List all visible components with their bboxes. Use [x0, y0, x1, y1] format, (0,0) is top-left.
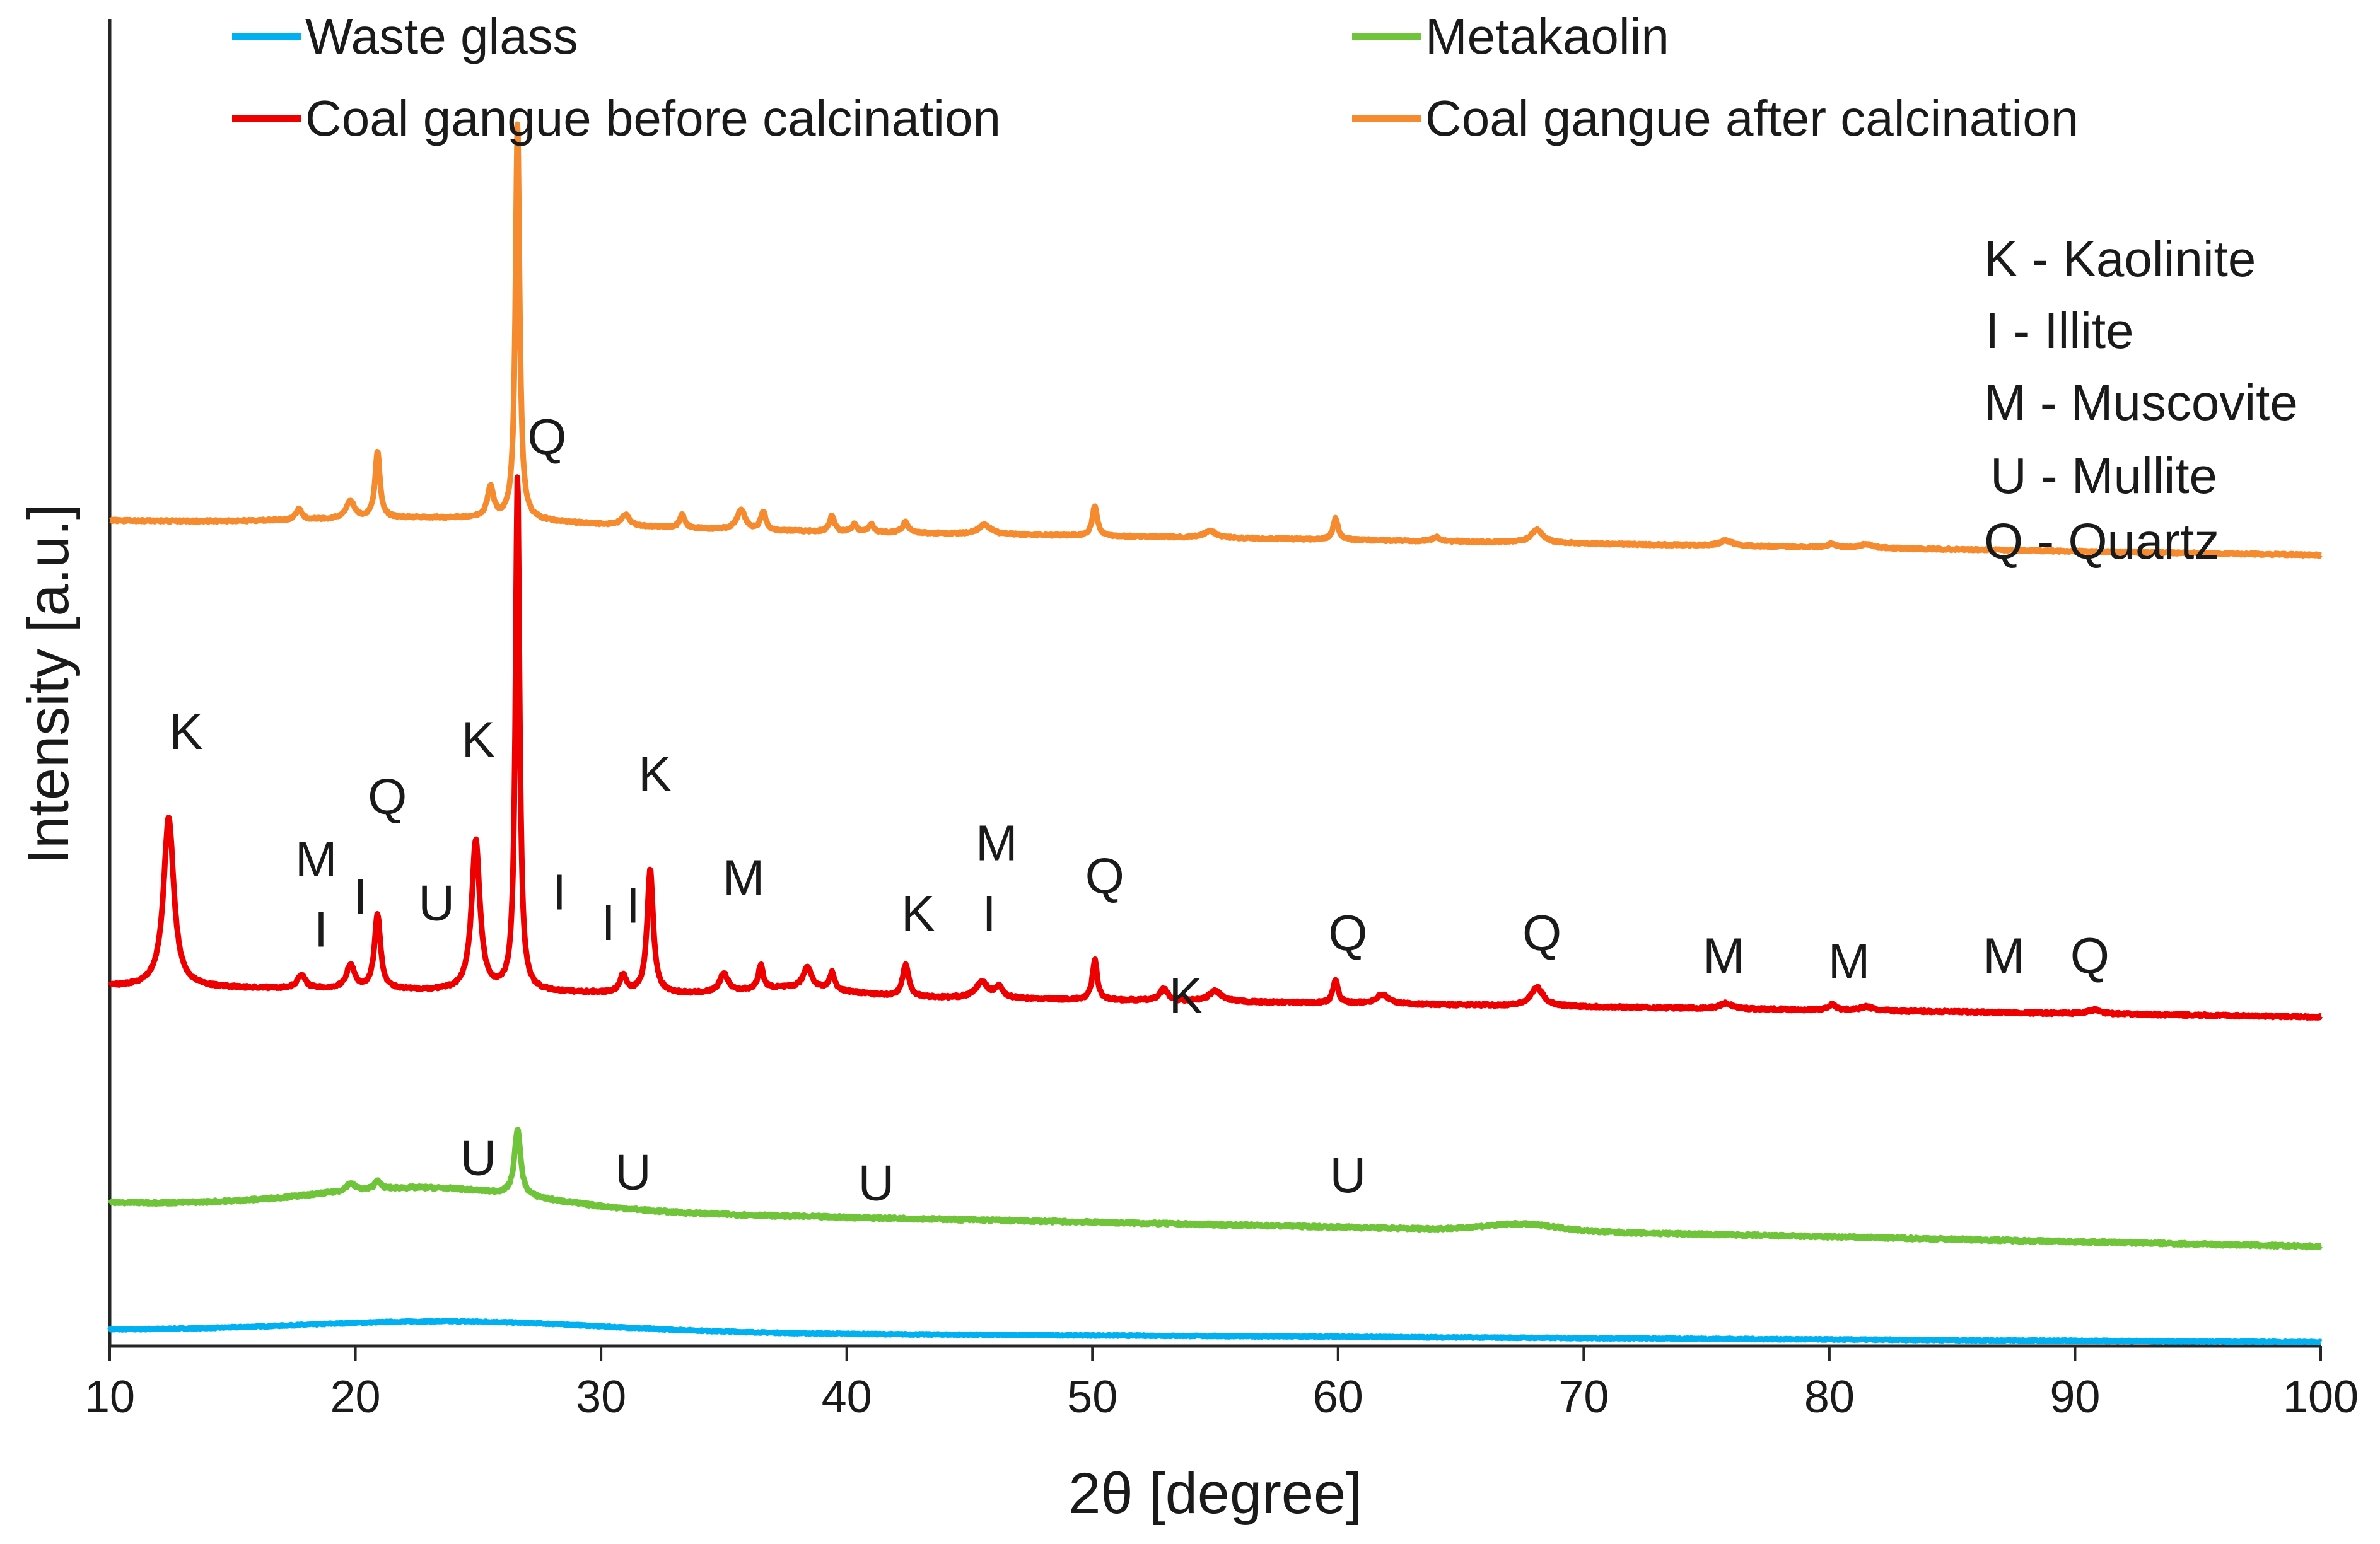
x-tick-label: 60	[1313, 1372, 1363, 1422]
peak-label: Q	[368, 769, 407, 825]
x-tick-label: 70	[1558, 1372, 1609, 1422]
legend-label: Metakaolin	[1425, 8, 1669, 64]
peak-label: K	[901, 885, 935, 941]
peak-label: K	[169, 704, 202, 760]
x-tick-label: 50	[1067, 1372, 1117, 1422]
y-axis-label: Intensity [a.u.]	[16, 504, 81, 865]
peak-label: M	[1983, 927, 2025, 984]
x-axis-label: 2θ [degree]	[1068, 1461, 1362, 1526]
peak-label: I	[626, 878, 640, 934]
x-tick-label: 80	[1804, 1372, 1855, 1422]
series-layer	[107, 121, 2323, 1346]
peak-label: M	[1703, 927, 1745, 984]
x-tick-label: 40	[822, 1372, 872, 1422]
peak-label: I	[314, 901, 328, 957]
phase-key-item: U - Mullite	[1990, 448, 2217, 504]
phase-key-item: K - Kaolinite	[1984, 231, 2256, 287]
peak-label: M	[295, 831, 337, 887]
x-tick-label: 30	[576, 1372, 626, 1422]
peak-label: U	[418, 874, 455, 931]
peak-label: K	[1169, 968, 1203, 1024]
x-tick-label: 10	[85, 1372, 135, 1422]
x-tick-label: 90	[2050, 1372, 2100, 1422]
peak-label: K	[638, 746, 672, 802]
legend-label: Waste glass	[305, 8, 578, 64]
peak-label: I	[982, 885, 996, 941]
peak-label: K	[462, 711, 495, 767]
axes: 10 20 30 40 50 60 70 80 90 100	[85, 19, 2359, 1422]
phase-key-item: I - Illite	[1985, 303, 2134, 359]
legend-label: Coal gangue after calcination	[1425, 90, 2079, 146]
peak-label: M	[1828, 933, 1870, 989]
peak-label: I	[353, 868, 367, 924]
peak-label: Q	[1328, 905, 1367, 961]
phase-key-item: M - Muscovite	[1984, 374, 2298, 431]
series-line	[107, 1318, 2323, 1346]
peak-label: U	[858, 1154, 895, 1210]
peak-label: I	[552, 864, 566, 920]
peak-label: I	[602, 895, 615, 951]
legend: Waste glass Metakaolin Coal gangue before …	[232, 8, 2079, 146]
x-tick-label: 100	[2283, 1372, 2359, 1422]
peak-label: U	[1329, 1147, 1366, 1203]
peak-label: M	[976, 815, 1018, 871]
x-ticks	[108, 1346, 2322, 1361]
peak-label: Q	[1085, 848, 1124, 904]
legend-label: Coal gangue before calcination	[305, 90, 1001, 146]
series-line	[107, 121, 2323, 559]
series-line	[107, 474, 2323, 1021]
phase-key-item: Q - Quartz	[1984, 513, 2219, 569]
peak-label: Q	[527, 409, 566, 465]
peak-label: Q	[2070, 927, 2109, 984]
peak-label: M	[723, 849, 765, 905]
peak-label: U	[460, 1129, 496, 1185]
phase-key: K - Kaolinite I - Illite M - Muscovite U - …	[1984, 231, 2298, 569]
series-line	[107, 1127, 2323, 1251]
peak-label: U	[615, 1144, 651, 1200]
x-tick-labels: 10 20 30 40 50 60 70 80 90 100	[85, 1372, 2359, 1422]
peak-label: Q	[1522, 905, 1561, 961]
x-tick-label: 20	[330, 1372, 381, 1422]
